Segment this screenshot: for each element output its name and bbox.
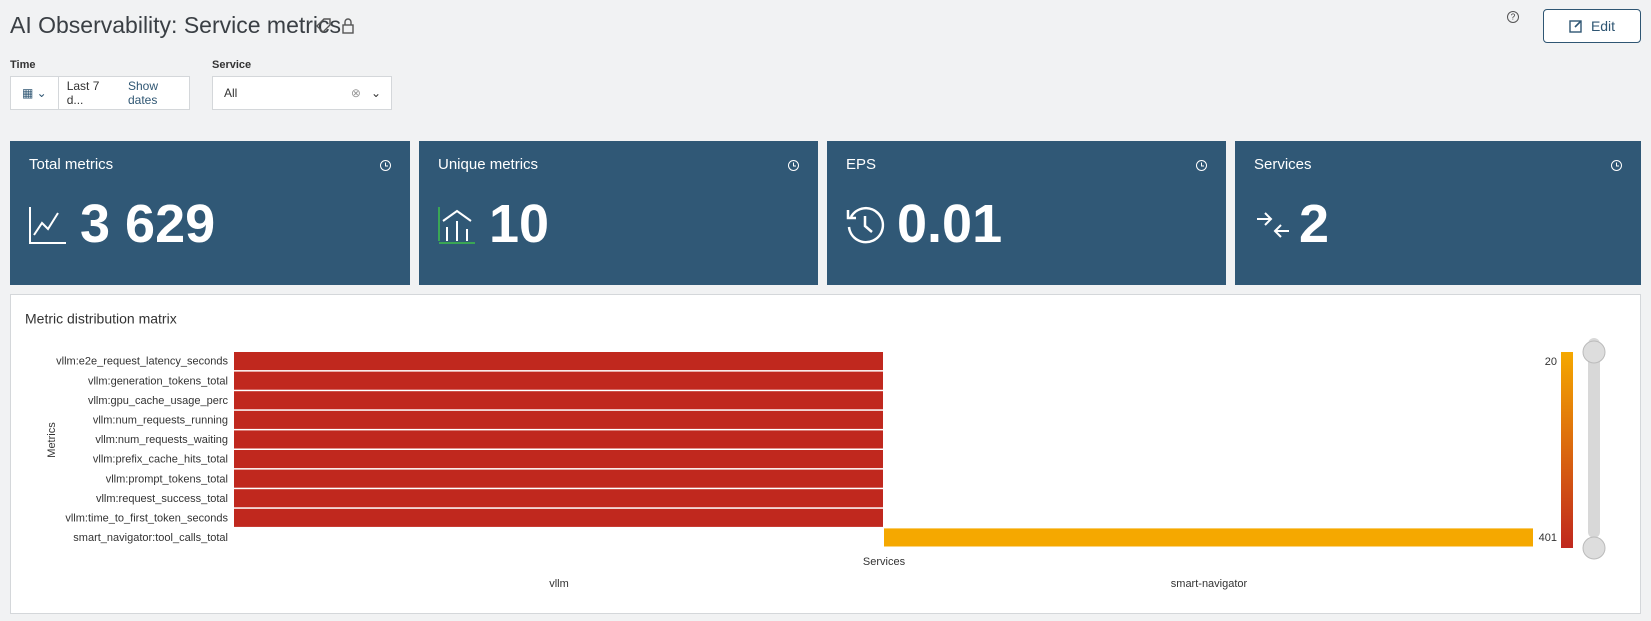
help-icon[interactable]: ?	[1506, 10, 1520, 24]
heatmap-cell	[234, 391, 883, 410]
color-tick-label: 20	[1545, 356, 1557, 368]
x-tick-label: smart-navigator	[1171, 578, 1248, 590]
time-value: Last 7 d...	[66, 79, 100, 107]
y-tick-label: smart_navigator:tool_calls_total	[73, 532, 228, 544]
x-tick-label: vllm	[549, 578, 569, 590]
show-dates[interactable]: Show dates	[127, 79, 159, 107]
chart-title: Metric distribution matrix	[25, 311, 177, 327]
kpi-card: Total metrics 3 629	[10, 141, 410, 285]
y-tick-label: vllm:num_requests_running	[93, 415, 228, 427]
y-tick-label: vllm:generation_tokens_total	[88, 375, 228, 387]
heatmap-cell	[234, 508, 883, 527]
slider-handle[interactable]	[1582, 340, 1606, 364]
edit-label: Edit	[1590, 18, 1616, 34]
heatmap: Metric distribution matrix Metrics Servi…	[25, 311, 1606, 590]
y-tick-label: vllm:request_success_total	[96, 493, 228, 505]
heatmap-cell	[234, 410, 883, 429]
y-tick-label: vllm:num_requests_waiting	[95, 434, 228, 446]
heatmap-cell	[234, 352, 883, 371]
y-tick-label: vllm:gpu_cache_usage_perc	[88, 395, 229, 407]
time-picker[interactable]: ▦ ⌄ Last 7 d... Show dates	[10, 76, 190, 110]
color-tick-label: 401	[1539, 532, 1557, 544]
clock-icon	[380, 160, 391, 171]
kpi-value: 10	[489, 194, 550, 254]
dropdown-icon[interactable]: ⌄	[370, 86, 381, 100]
heatmap-cell	[234, 469, 883, 488]
clock-icon	[1196, 160, 1207, 171]
y-tick-label: vllm:prompt_tokens_total	[106, 473, 228, 485]
service-value: All	[224, 86, 238, 100]
clear-icon[interactable]: ⊗	[350, 86, 361, 100]
slider-track	[1588, 338, 1600, 538]
kpi-title: Unique metrics	[438, 156, 539, 173]
kpi-icon	[846, 207, 885, 244]
y-tick-label: vllm:time_to_first_token_seconds	[65, 513, 228, 525]
kpi-title: EPS	[846, 156, 877, 173]
page-title: AI Observability: Service metrics	[10, 12, 342, 38]
y-tick-label: vllm:e2e_request_latency_seconds	[56, 356, 228, 368]
kpi-value: 3 629	[80, 194, 216, 254]
service-label: Service	[212, 59, 252, 71]
x-axis-label: Services	[863, 556, 906, 568]
clock-icon	[1611, 160, 1622, 171]
service-select[interactable]: All ⊗ ⌄	[212, 76, 392, 110]
kpi-icon	[438, 207, 475, 244]
heatmap-cell	[234, 371, 883, 390]
svg-text:?: ?	[1511, 13, 1516, 22]
y-tick-label: vllm:prefix_cache_hits_total	[93, 454, 228, 466]
heatmap-cell	[234, 489, 883, 508]
time-label: Time	[10, 59, 36, 71]
kpi-icon	[29, 207, 66, 244]
edit-icon	[1569, 20, 1582, 33]
heatmap-cell	[234, 430, 883, 449]
kpi-title: Services	[1254, 156, 1312, 173]
title-icons	[316, 18, 354, 34]
kpi-card: Unique metrics 10	[419, 141, 818, 285]
y-axis-label: Metrics	[46, 422, 58, 458]
heatmap-cell	[234, 450, 883, 469]
kpi-value: 0.01	[897, 194, 1003, 254]
kpi-card: Services 2	[1235, 141, 1641, 285]
heatmap-cell	[884, 528, 1533, 547]
slider-handle[interactable]	[1582, 536, 1606, 560]
kpi-card: EPS 0.01	[827, 141, 1226, 285]
color-bar	[1561, 352, 1573, 548]
edit-button[interactable]: Edit	[1543, 9, 1641, 43]
kpi-title: Total metrics	[29, 156, 114, 173]
kpi-icon	[1257, 212, 1289, 238]
kpi-value: 2	[1299, 194, 1330, 254]
clock-icon	[788, 160, 799, 171]
calendar-button[interactable]: ▦ ⌄	[11, 77, 59, 109]
